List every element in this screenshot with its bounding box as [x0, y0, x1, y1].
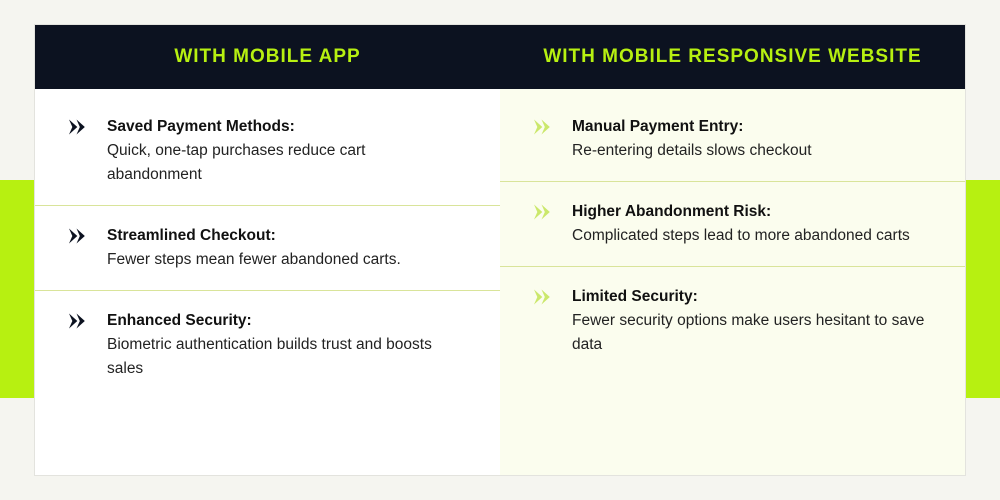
item-title: Limited Security: — [572, 288, 698, 305]
list-item: Limited Security: Fewer security options… — [500, 266, 965, 375]
list-item: Streamlined Checkout: Fewer steps mean f… — [35, 205, 500, 290]
chevron-icon — [534, 288, 554, 306]
item-desc: Quick, one-tap purchases reduce cart aba… — [107, 142, 365, 183]
accent-bar-left — [0, 180, 34, 398]
chevron-icon — [534, 118, 554, 136]
chevron-icon — [69, 227, 89, 245]
list-item: Saved Payment Methods: Quick, one-tap pu… — [35, 97, 500, 205]
item-desc: Complicated steps lead to more abandoned… — [572, 227, 910, 244]
chevron-icon — [69, 118, 89, 136]
item-desc: Fewer steps mean fewer abandoned carts. — [107, 251, 401, 268]
item-text: Streamlined Checkout: Fewer steps mean f… — [107, 224, 464, 272]
list-item: Enhanced Security: Biometric authenticat… — [35, 290, 500, 399]
comparison-card: WITH MOBILE APP WITH MOBILE RESPONSIVE W… — [34, 24, 966, 476]
item-title: Streamlined Checkout: — [107, 227, 276, 244]
column-body-website: Manual Payment Entry: Re-entering detail… — [500, 89, 965, 475]
item-text: Limited Security: Fewer security options… — [572, 285, 929, 357]
item-desc: Fewer security options make users hesita… — [572, 312, 924, 353]
item-title: Higher Abandonment Risk: — [572, 203, 771, 220]
column-header-website: WITH MOBILE RESPONSIVE WEBSITE — [500, 25, 965, 89]
column-header-app: WITH MOBILE APP — [35, 25, 500, 89]
list-item: Higher Abandonment Risk: Complicated ste… — [500, 181, 965, 266]
item-title: Enhanced Security: — [107, 312, 252, 329]
accent-bar-right — [966, 180, 1000, 398]
column-body-app: Saved Payment Methods: Quick, one-tap pu… — [35, 89, 500, 475]
item-desc: Re-entering details slows checkout — [572, 142, 812, 159]
item-text: Saved Payment Methods: Quick, one-tap pu… — [107, 115, 464, 187]
item-title: Saved Payment Methods: — [107, 118, 295, 135]
item-text: Higher Abandonment Risk: Complicated ste… — [572, 200, 929, 248]
chevron-icon — [534, 203, 554, 221]
item-title: Manual Payment Entry: — [572, 118, 743, 135]
item-desc: Biometric authentication builds trust an… — [107, 336, 432, 377]
list-item: Manual Payment Entry: Re-entering detail… — [500, 97, 965, 181]
item-text: Manual Payment Entry: Re-entering detail… — [572, 115, 929, 163]
chevron-icon — [69, 312, 89, 330]
item-text: Enhanced Security: Biometric authenticat… — [107, 309, 464, 381]
